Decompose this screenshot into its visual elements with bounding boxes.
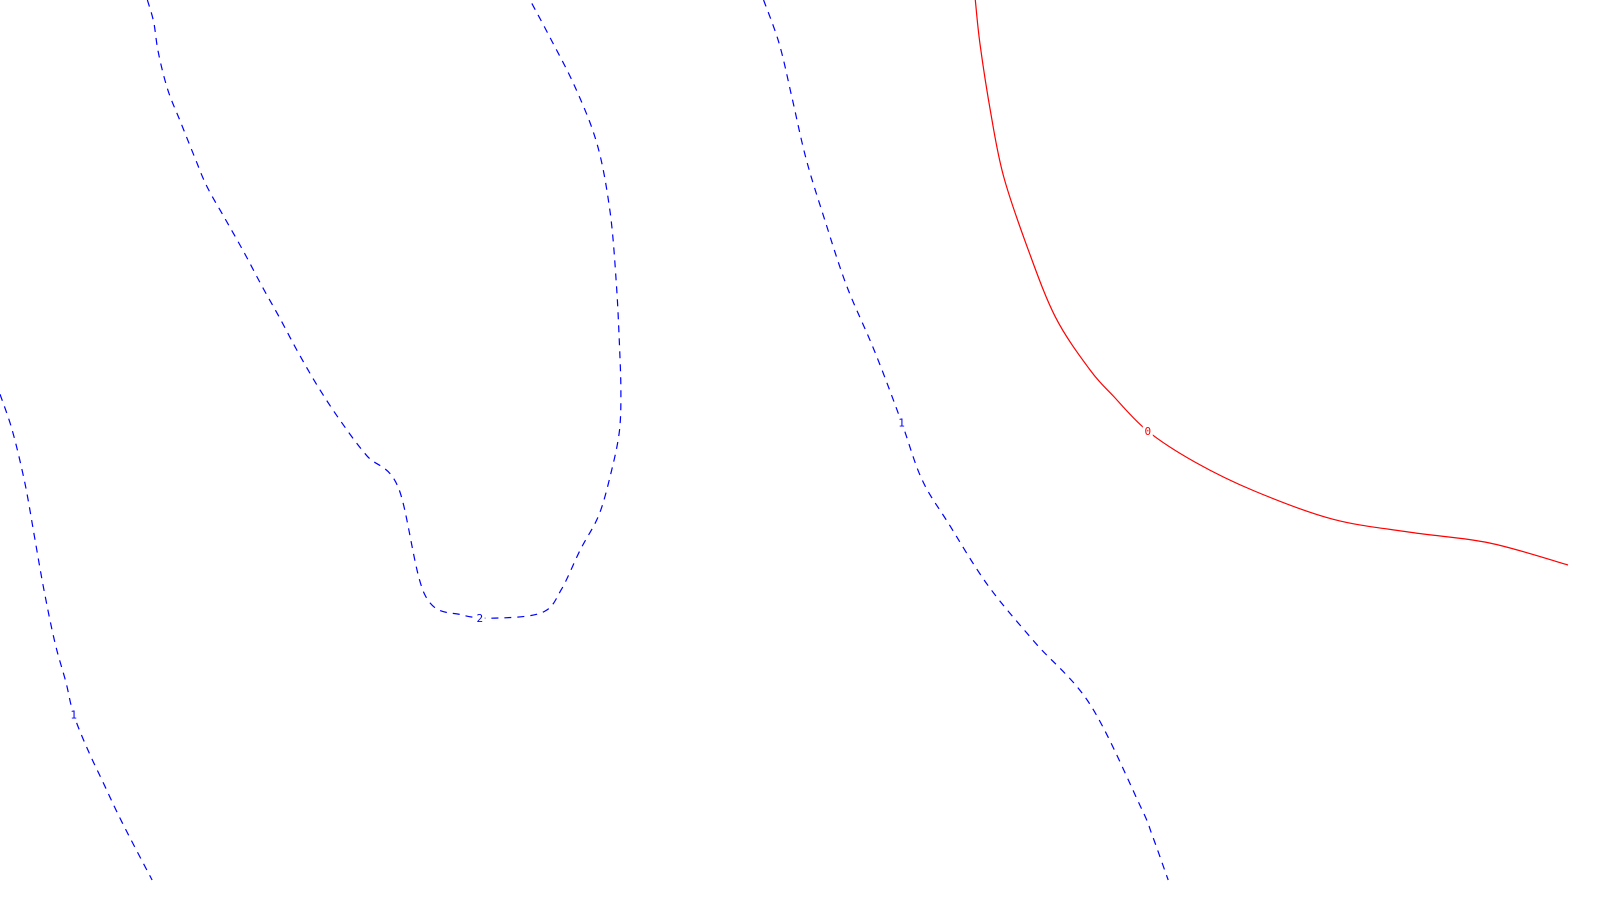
contour-label-bg-level-2 [474,610,485,625]
contour-label-bg-level-1-right [896,415,907,430]
contour-label-level-1-right: 1 [898,416,905,429]
contour-label-level-2: 2 [476,612,483,625]
contour-label-bg-level-0 [1142,424,1153,439]
contour-lines [0,0,1569,881]
contour-line-level-2 [146,0,622,619]
contour-line-level-0 [974,0,1569,566]
contour-line-level-1-left [0,394,153,881]
contour-label-bg-level-1-left [68,707,79,722]
contour-line-level-1-right [763,0,1169,881]
contour-labels: 2 1 1 0 [68,415,1153,722]
contour-label-level-1-left: 1 [70,709,77,722]
contour-label-level-0: 0 [1144,425,1151,438]
